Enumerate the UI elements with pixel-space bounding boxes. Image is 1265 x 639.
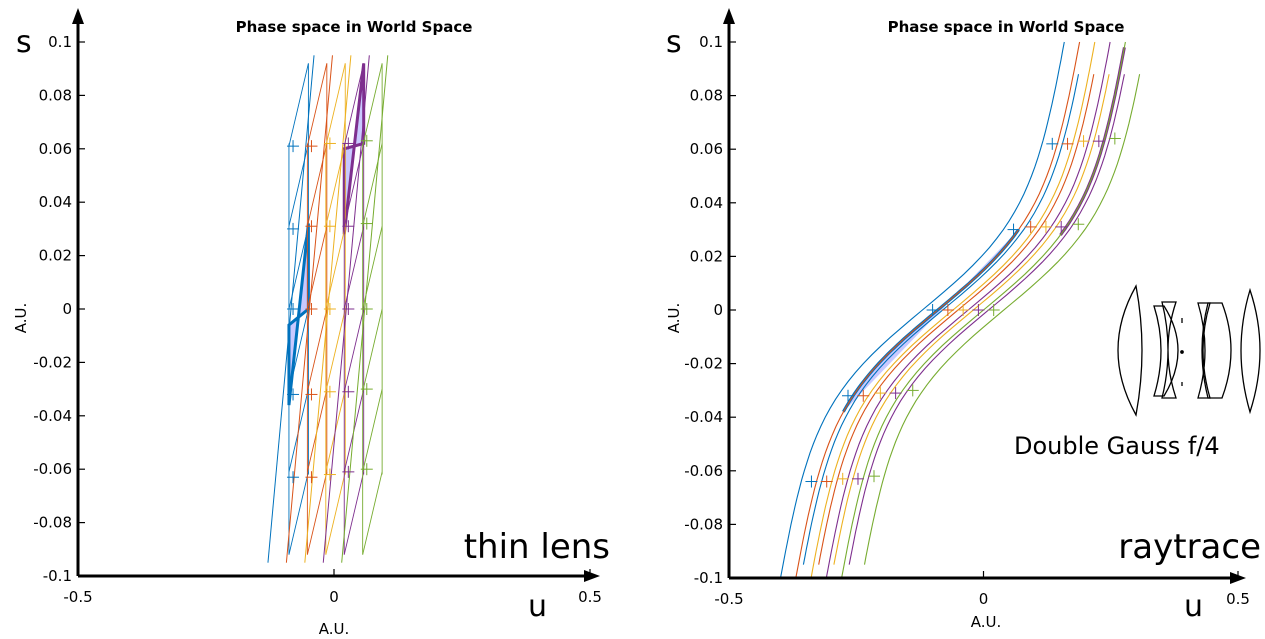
y-axis-label: A.U. bbox=[665, 303, 683, 334]
y-tick-label: -0.02 bbox=[33, 353, 72, 371]
y-tick-label: 0.08 bbox=[39, 86, 72, 104]
corner-label: thin lens bbox=[464, 527, 610, 567]
series-segment bbox=[343, 308, 365, 392]
x-axis-arrow-icon bbox=[1230, 572, 1246, 584]
series-segment bbox=[362, 471, 383, 555]
series-segment bbox=[306, 308, 328, 392]
y-tick-labels: -0.1 -0.08 -0.06 -0.04 -0.02 0 0.02 0.04 0.06 0.0… bbox=[684, 33, 736, 587]
x-axis-symbol: u bbox=[528, 589, 547, 624]
series-segment bbox=[288, 471, 309, 555]
x-tick-label: 0.5 bbox=[578, 588, 602, 606]
lens-element-6 bbox=[1240, 287, 1261, 415]
series-segment bbox=[306, 143, 328, 227]
lens-element-4 bbox=[1197, 302, 1211, 399]
series-segment bbox=[343, 471, 365, 555]
x-axis-label: A.U. bbox=[971, 613, 1002, 631]
series-markers bbox=[287, 134, 373, 484]
x-tick-labels: -0.5 0 0.5 bbox=[63, 569, 602, 606]
series-segment bbox=[288, 63, 309, 147]
series-segment bbox=[325, 308, 346, 392]
y-axis-symbol: s bbox=[16, 25, 32, 60]
y-tick-label: -0.08 bbox=[684, 515, 723, 533]
series-segment bbox=[325, 471, 346, 555]
series-segment bbox=[306, 226, 328, 310]
series-segment bbox=[288, 226, 309, 310]
series-segment bbox=[288, 143, 309, 227]
x-tick-label: 0 bbox=[329, 588, 339, 606]
y-tick-label: -0.08 bbox=[33, 514, 72, 532]
series-segment bbox=[325, 226, 346, 310]
y-tick-label: 0 bbox=[713, 301, 723, 319]
x-axis-label: A.U. bbox=[319, 620, 350, 638]
series-curve bbox=[863, 74, 1141, 565]
series-segment bbox=[362, 63, 383, 147]
y-axis-arrow-icon bbox=[723, 8, 735, 24]
series-segment bbox=[362, 143, 383, 227]
lens-element-3 bbox=[1161, 301, 1177, 399]
raytrace-plot: Phase space in World Space s A.U. A.U. u… bbox=[665, 8, 1261, 631]
y-tick-label: 0.02 bbox=[690, 247, 723, 265]
y-tick-label: 0.06 bbox=[690, 140, 723, 158]
series-segment bbox=[288, 308, 309, 392]
axes bbox=[723, 8, 1246, 584]
y-tick-label: 0 bbox=[62, 300, 72, 318]
y-tick-label: 0.02 bbox=[39, 247, 72, 265]
lens-element-1 bbox=[1117, 284, 1143, 417]
y-tick-label: 0.06 bbox=[39, 140, 72, 158]
x-tick-label: 0.5 bbox=[1226, 590, 1250, 608]
y-axis-label: A.U. bbox=[12, 303, 30, 334]
series-curve bbox=[802, 74, 1080, 565]
x-axis-symbol: u bbox=[1184, 589, 1203, 624]
y-tick-label: -0.06 bbox=[33, 460, 72, 478]
chart-title: Phase space in World Space bbox=[888, 18, 1125, 36]
y-tick-label: 0.08 bbox=[690, 87, 723, 105]
lens-element-2 bbox=[1153, 305, 1179, 397]
optical-axis-point bbox=[1180, 350, 1184, 354]
corner-label: raytrace bbox=[1118, 527, 1261, 567]
series-segment bbox=[306, 471, 328, 555]
y-tick-label: -0.1 bbox=[694, 569, 723, 587]
y-axis-arrow-icon bbox=[72, 8, 84, 24]
series-segment bbox=[325, 63, 346, 147]
series-markers bbox=[805, 132, 1121, 488]
x-tick-labels: -0.5 0 0.5 bbox=[714, 571, 1250, 608]
y-tick-label: -0.04 bbox=[684, 408, 723, 426]
y-tick-label: 0.04 bbox=[690, 194, 723, 212]
x-tick-label: 0 bbox=[979, 590, 989, 608]
lens-caption: Double Gauss f/4 bbox=[1014, 432, 1220, 460]
thin-lens-plot: Phase space in World Space s A.U. A.U. u… bbox=[12, 8, 610, 638]
axes bbox=[72, 8, 600, 582]
y-tick-label: -0.02 bbox=[684, 355, 723, 373]
series-curve bbox=[848, 74, 1125, 565]
x-tick-label: -0.5 bbox=[63, 588, 92, 606]
y-tick-label: 0.04 bbox=[39, 193, 72, 211]
lens-element-5 bbox=[1201, 302, 1232, 399]
y-tick-label: 0.1 bbox=[699, 33, 723, 51]
y-tick-label: -0.1 bbox=[43, 567, 72, 585]
x-axis-arrow-icon bbox=[584, 570, 600, 582]
highlight-blue-region bbox=[842, 228, 1020, 413]
y-tick-label: -0.06 bbox=[684, 462, 723, 480]
series-curve bbox=[818, 74, 1095, 565]
series-segment bbox=[362, 226, 383, 310]
x-tick-label: -0.5 bbox=[714, 590, 743, 608]
series-curve bbox=[833, 74, 1110, 565]
double-gauss-lens-diagram bbox=[1117, 284, 1261, 417]
series-segment bbox=[343, 63, 365, 147]
series-segment bbox=[362, 308, 383, 392]
y-axis-symbol: s bbox=[666, 25, 682, 60]
y-tick-label: -0.04 bbox=[33, 407, 72, 425]
series-segment bbox=[306, 63, 328, 147]
series-segment bbox=[362, 388, 383, 472]
highlight-regions bbox=[287, 63, 366, 406]
series-segment bbox=[325, 143, 346, 227]
series-segment bbox=[343, 143, 365, 227]
y-tick-label: 0.1 bbox=[48, 33, 72, 51]
series-segment bbox=[343, 226, 365, 310]
series-curve bbox=[779, 41, 1065, 579]
chart-title: Phase space in World Space bbox=[236, 18, 473, 36]
